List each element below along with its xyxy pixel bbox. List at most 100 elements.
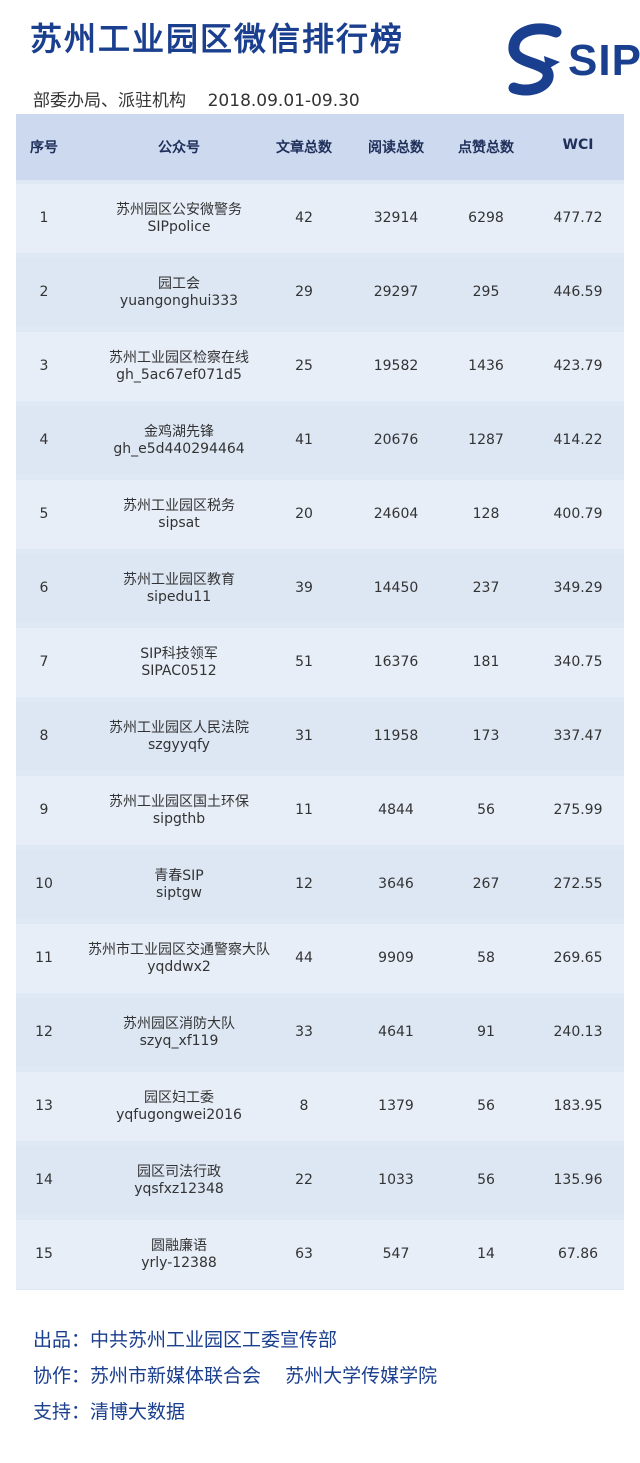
articles-cell: 39 xyxy=(295,580,313,596)
likes-cell: 181 xyxy=(472,654,500,670)
account-name: 苏州工业园区税务 xyxy=(123,497,235,514)
account-id: sipedu11 xyxy=(146,588,212,605)
reads-cell: 11958 xyxy=(373,728,419,744)
account-name: 苏州工业园区国土环保 xyxy=(109,793,249,810)
wci-cell: 423.79 xyxy=(553,358,603,374)
account-name: 苏州园区公安微警务 xyxy=(116,201,242,218)
likes-cell: 295 xyxy=(472,284,500,300)
reads-cell: 16376 xyxy=(373,654,419,670)
rank-cell: 13 xyxy=(35,1098,53,1114)
articles-cell: 12 xyxy=(295,876,313,892)
table-row: 1 苏州园区公安微警务 SIPpolice 42 32914 6298 477.72 xyxy=(16,184,624,253)
account-id: gh_e5d440294464 xyxy=(113,440,245,457)
rank-cell: 10 xyxy=(35,876,53,892)
account-id: yqddwx2 xyxy=(147,958,211,975)
articles-cell: 51 xyxy=(295,654,313,670)
likes-cell: 91 xyxy=(477,1024,495,1040)
table-row: 4 金鸡湖先锋 gh_e5d440294464 41 20676 1287 414.22 xyxy=(16,406,624,475)
account-id: sipsat xyxy=(158,514,200,531)
table-row: 5 苏州工业园区税务 sipsat 20 24604 128 400.79 xyxy=(16,480,624,549)
wci-cell: 414.22 xyxy=(553,432,603,448)
reads-cell: 3646 xyxy=(378,876,414,892)
likes-cell: 237 xyxy=(472,580,500,596)
articles-cell: 20 xyxy=(295,506,313,522)
account-cell: 苏州园区公安微警务 SIPpolice xyxy=(72,184,286,253)
account-name: 苏州工业园区人民法院 xyxy=(109,719,249,736)
rank-cell: 8 xyxy=(39,728,49,744)
articles-cell: 25 xyxy=(295,358,313,374)
account-cell: 圆融廉语 yrly-12388 xyxy=(72,1220,286,1289)
articles-cell: 11 xyxy=(295,802,313,818)
likes-cell: 1436 xyxy=(468,358,504,374)
account-name: 苏州工业园区检察在线 xyxy=(109,349,249,366)
table-row: 2 园工会 yuangonghui333 29 29297 295 446.59 xyxy=(16,258,624,327)
rank-cell: 9 xyxy=(39,802,49,818)
reads-cell: 9909 xyxy=(378,950,414,966)
likes-cell: 128 xyxy=(472,506,500,522)
rank-cell: 3 xyxy=(39,358,49,374)
likes-cell: 56 xyxy=(477,802,495,818)
articles-cell: 31 xyxy=(295,728,313,744)
articles-cell: 42 xyxy=(295,210,313,226)
header-wci: WCI xyxy=(562,137,594,153)
account-cell: 苏州市工业园区交通警察大队 yqddwx2 xyxy=(72,924,286,993)
account-name: 圆融廉语 xyxy=(151,1237,207,1254)
account-cell: 苏州工业园区教育 sipedu11 xyxy=(72,554,286,623)
reads-cell: 19582 xyxy=(373,358,419,374)
wci-cell: 477.72 xyxy=(553,210,603,226)
reads-cell: 32914 xyxy=(373,210,419,226)
articles-cell: 63 xyxy=(295,1246,313,1262)
account-id: SIPAC0512 xyxy=(141,662,217,679)
credit-support: 支持：清博大数据 xyxy=(33,1401,186,1423)
likes-cell: 173 xyxy=(472,728,500,744)
account-cell: 苏州工业园区人民法院 szgyyqfy xyxy=(72,702,286,771)
account-name: 金鸡湖先锋 xyxy=(144,423,214,440)
ranking-table: 序号 公众号 文章总数 阅读总数 点赞总数 WCI 1 苏州园区公安微警务 SIPp… xyxy=(16,114,624,1290)
account-name: SIP科技领军 xyxy=(140,645,218,662)
account-id: yuangonghui333 xyxy=(119,292,239,309)
rank-cell: 4 xyxy=(39,432,49,448)
sip-logo: SIP xyxy=(506,22,640,104)
rank-cell: 6 xyxy=(39,580,49,596)
reads-cell: 24604 xyxy=(373,506,419,522)
likes-cell: 14 xyxy=(477,1246,495,1262)
reads-cell: 1033 xyxy=(378,1172,414,1188)
reads-cell: 14450 xyxy=(373,580,419,596)
account-cell: SIP科技领军 SIPAC0512 xyxy=(72,628,286,697)
articles-cell: 33 xyxy=(295,1024,313,1040)
likes-cell: 58 xyxy=(477,950,495,966)
header-account: 公众号 xyxy=(158,140,200,156)
wci-cell: 183.95 xyxy=(553,1098,603,1114)
rank-cell: 15 xyxy=(35,1246,53,1262)
account-id: yrly-12388 xyxy=(141,1254,217,1271)
account-cell: 园区妇工委 yqfugongwei2016 xyxy=(72,1072,286,1141)
wci-cell: 400.79 xyxy=(553,506,603,522)
account-id: siptgw xyxy=(156,884,202,901)
account-id: gh_5ac67ef071d5 xyxy=(116,366,242,383)
page-header: 苏州工业园区微信排行榜 部委办局、派驻机构 2018.09.01-09.30 S… xyxy=(0,0,640,112)
sip-logo-icon xyxy=(508,23,562,96)
table-row: 7 SIP科技领军 SIPAC0512 51 16376 181 340.75 xyxy=(16,628,624,697)
wci-cell: 340.75 xyxy=(553,654,603,670)
credit-collaborators: 协作：苏州市新媒体联合会 苏州大学传媒学院 xyxy=(33,1365,438,1387)
header-articles: 文章总数 xyxy=(276,140,332,156)
reads-cell: 4844 xyxy=(378,802,414,818)
rank-cell: 1 xyxy=(39,210,49,226)
rank-cell: 7 xyxy=(39,654,49,670)
likes-cell: 56 xyxy=(477,1098,495,1114)
reads-cell: 1379 xyxy=(378,1098,414,1114)
account-id: szgyyqfy xyxy=(148,736,210,753)
rank-cell: 12 xyxy=(35,1024,53,1040)
header-reads: 阅读总数 xyxy=(368,140,424,156)
wci-cell: 272.55 xyxy=(553,876,603,892)
table-row: 11 苏州市工业园区交通警察大队 yqddwx2 44 9909 58 269.65 xyxy=(16,924,624,993)
credit-producer: 出品：中共苏州工业园区工委宣传部 xyxy=(33,1329,338,1351)
account-id: yqsfxz12348 xyxy=(134,1180,224,1197)
account-cell: 园工会 yuangonghui333 xyxy=(72,258,286,327)
wci-cell: 67.86 xyxy=(557,1246,599,1262)
wci-cell: 269.65 xyxy=(553,950,603,966)
account-name: 青春SIP xyxy=(154,867,204,884)
header-likes: 点赞总数 xyxy=(458,140,514,156)
account-name: 苏州工业园区教育 xyxy=(123,571,235,588)
table-row: 8 苏州工业园区人民法院 szgyyqfy 31 11958 173 337.47 xyxy=(16,702,624,771)
